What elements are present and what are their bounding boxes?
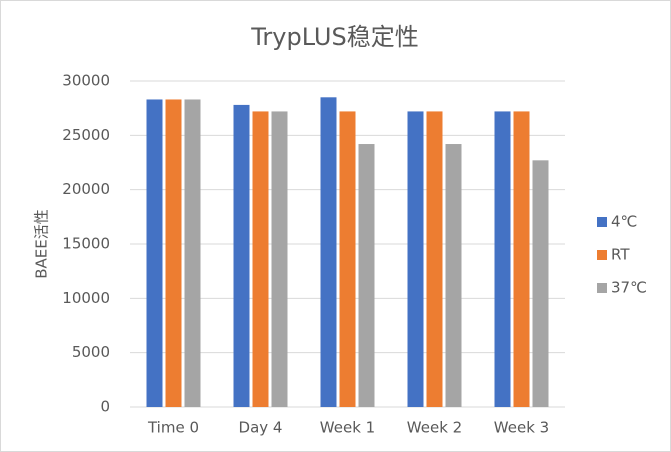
bar — [252, 111, 269, 407]
bar — [494, 111, 511, 407]
bar — [532, 160, 549, 407]
legend-swatch — [597, 217, 607, 227]
y-tick-label: 25000 — [62, 126, 110, 144]
x-tick-label: Week 2 — [407, 419, 462, 437]
x-tick-label: Week 1 — [320, 419, 375, 437]
x-tick-label: Day 4 — [239, 419, 283, 437]
legend-swatch — [597, 283, 607, 293]
y-tick-label: 30000 — [62, 72, 110, 90]
x-tick-label: Time 0 — [147, 419, 199, 437]
legend-swatch — [597, 250, 607, 260]
bar — [165, 99, 182, 408]
x-tick-label: Week 3 — [494, 419, 549, 437]
bar — [320, 97, 337, 408]
bar — [358, 144, 375, 407]
y-axis-label: BAEE活性 — [33, 209, 51, 279]
y-tick-label: 5000 — [72, 343, 110, 361]
bar — [184, 99, 201, 408]
bar — [513, 111, 530, 407]
bar — [233, 104, 250, 407]
bar — [426, 111, 443, 407]
y-tick-label: 0 — [100, 398, 110, 416]
legend-label: 4℃ — [611, 213, 637, 231]
y-tick-label: 10000 — [62, 289, 110, 307]
y-tick-label: 15000 — [62, 235, 110, 253]
bar — [339, 111, 356, 407]
legend-label: 37℃ — [611, 279, 647, 297]
bar — [445, 144, 462, 407]
bar — [146, 99, 163, 408]
y-tick-label: 20000 — [62, 180, 110, 198]
legend-label: RT — [611, 246, 630, 264]
bar — [407, 111, 424, 407]
chart-title: TrypLUS稳定性 — [250, 23, 418, 51]
bar — [271, 111, 288, 407]
